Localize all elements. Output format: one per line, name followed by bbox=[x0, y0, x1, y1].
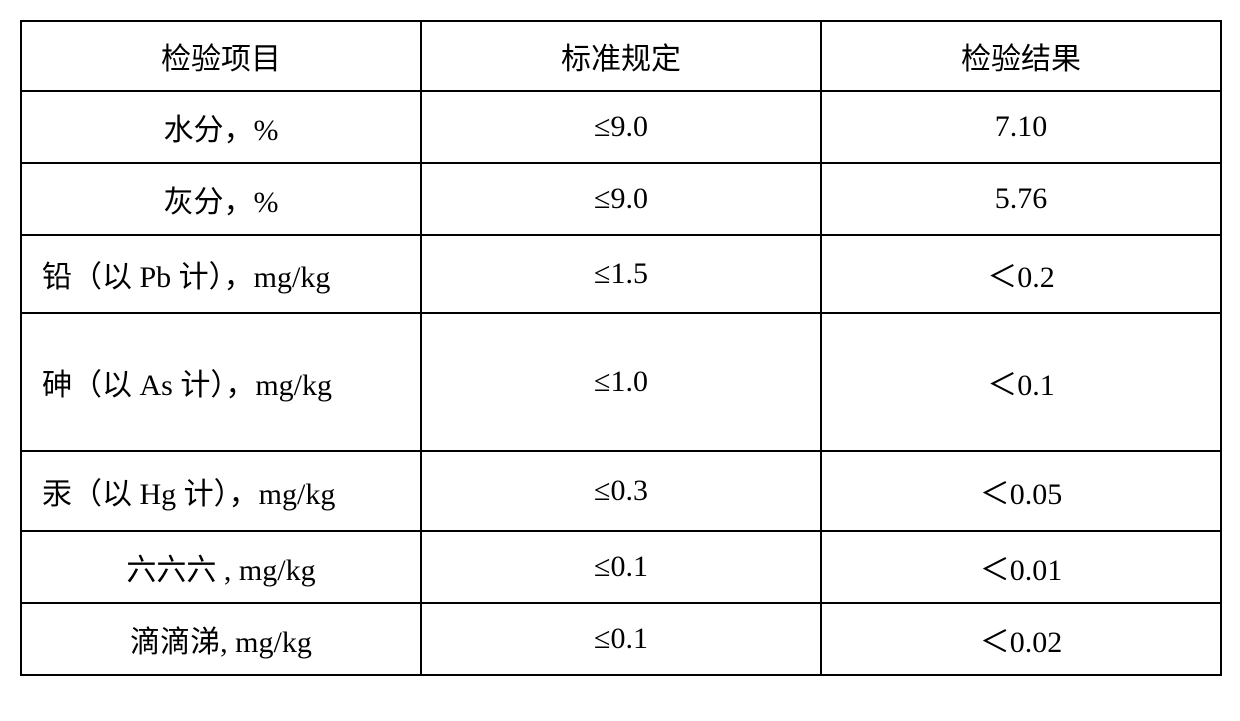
table-row: 滴滴涕, mg/kg≤0.1＜0.02 bbox=[21, 603, 1221, 675]
cell-item: 灰分，% bbox=[21, 163, 421, 235]
cell-std: ≤0.1 bbox=[421, 603, 821, 675]
cell-std: ≤0.3 bbox=[421, 451, 821, 531]
cell-std: ≤9.0 bbox=[421, 163, 821, 235]
cell-result: 7.10 bbox=[821, 91, 1221, 163]
table-row: 砷（以 As 计），mg/kg≤1.0＜0.1 bbox=[21, 313, 1221, 451]
cell-item: 砷（以 As 计），mg/kg bbox=[21, 313, 421, 451]
cell-item: 汞（以 Hg 计），mg/kg bbox=[21, 451, 421, 531]
col-header-std: 标准规定 bbox=[421, 21, 821, 91]
table-row: 灰分，%≤9.05.76 bbox=[21, 163, 1221, 235]
cell-result: ＜0.01 bbox=[821, 531, 1221, 603]
inspection-table: 检验项目 标准规定 检验结果 水分，%≤9.07.10灰分，%≤9.05.76铅… bbox=[20, 20, 1222, 676]
cell-std: ≤1.5 bbox=[421, 235, 821, 313]
table-row: 六六六 , mg/kg≤0.1＜0.01 bbox=[21, 531, 1221, 603]
cell-std: ≤0.1 bbox=[421, 531, 821, 603]
cell-item: 滴滴涕, mg/kg bbox=[21, 603, 421, 675]
cell-item: 六六六 , mg/kg bbox=[21, 531, 421, 603]
cell-result: 5.76 bbox=[821, 163, 1221, 235]
cell-item: 铅（以 Pb 计），mg/kg bbox=[21, 235, 421, 313]
cell-result: ＜0.05 bbox=[821, 451, 1221, 531]
cell-item: 水分，% bbox=[21, 91, 421, 163]
table-header-row: 检验项目 标准规定 检验结果 bbox=[21, 21, 1221, 91]
cell-result: ＜0.1 bbox=[821, 313, 1221, 451]
cell-result: ＜0.02 bbox=[821, 603, 1221, 675]
cell-std: ≤1.0 bbox=[421, 313, 821, 451]
table-row: 水分，%≤9.07.10 bbox=[21, 91, 1221, 163]
table-row: 铅（以 Pb 计），mg/kg≤1.5＜0.2 bbox=[21, 235, 1221, 313]
cell-std: ≤9.0 bbox=[421, 91, 821, 163]
table-row: 汞（以 Hg 计），mg/kg≤0.3＜0.05 bbox=[21, 451, 1221, 531]
col-header-result: 检验结果 bbox=[821, 21, 1221, 91]
cell-result: ＜0.2 bbox=[821, 235, 1221, 313]
col-header-item: 检验项目 bbox=[21, 21, 421, 91]
